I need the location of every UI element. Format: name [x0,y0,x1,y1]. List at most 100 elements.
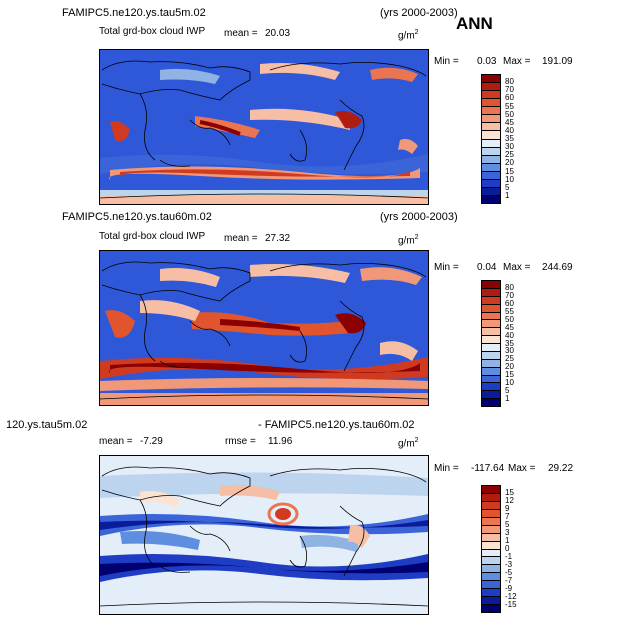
colorbar-swatch [482,501,500,510]
colorbar-tick-label: 5 [505,386,510,396]
colorbar-swatch [482,328,500,337]
colorbar-swatch [482,320,500,329]
colorbar-swatch [482,195,500,203]
colorbar-1 [481,74,501,204]
colorbar-tick-label: 45 [505,117,514,127]
map-panel-1 [99,49,429,205]
colorbar-tick-label: -7 [505,576,513,585]
colorbar-tick-label: 15 [505,488,514,497]
units-label-2: g/m2 [398,234,419,247]
colorbar-swatch [482,486,500,494]
colorbar-swatch [482,163,500,172]
colorbar-tick-label: 1 [505,190,510,200]
colorbar-tick-label: 30 [505,142,514,152]
max-value-1: 191.09 [542,56,573,67]
mean-value-3: -7.29 [140,436,163,447]
colorbar-tick-label: 5 [505,182,510,192]
rmse-label-3: rmse = [225,436,256,447]
colorbar-tick-label: 55 [505,101,514,111]
colorbar-swatch [482,367,500,376]
colorbar-swatch [482,399,500,406]
colorbar-swatch [482,155,500,164]
colorbar-swatch [482,83,500,92]
colorbar-tick-label: 1 [505,536,510,545]
colorbar-swatch [482,91,500,100]
colorbar-tick-label: 3 [505,528,510,537]
colorbar-tick-label: 10 [505,174,514,184]
colorbar-tick-label: 70 [505,290,514,300]
colorbar-swatch [482,581,500,590]
colorbar-swatch [482,525,500,534]
max-value-3: 29.22 [548,463,574,474]
mean-label-2: mean = [224,233,258,244]
colorbar-swatch [482,589,500,598]
case-title-2: FAMIPC5.ne120.ys.tau60m.02 [62,211,212,223]
colorbar-swatch [482,139,500,148]
colorbar-tick-label: 55 [505,306,514,316]
colorbar-tick-label: 60 [505,93,514,103]
colorbar-tick-label: 10 [505,378,514,388]
colorbar-swatch [482,375,500,384]
mean-value-1: 20.03 [265,28,291,39]
rmse-value-3: 11.96 [268,436,293,447]
colorbar-tick-label: 50 [505,314,514,324]
colorbar-tick-label: 60 [505,298,514,308]
colorbar-swatch [482,597,500,606]
colorbar-tick-label: -12 [505,592,517,601]
colorbar-tick-label: 70 [505,85,514,95]
years-label-1: (yrs 2000-2003) [380,7,458,19]
colorbar-swatch [482,171,500,180]
max-value-2: 244.69 [542,262,573,273]
years-label-2: (yrs 2000-2003) [380,211,458,223]
colorbar-tick-label: 35 [505,134,514,143]
colorbar-tick-label: 45 [505,322,514,332]
colorbar-swatch [482,115,500,124]
colorbar-tick-label: 9 [505,504,510,513]
colorbar-swatch [482,533,500,542]
map-panel-3 [99,455,429,615]
colorbar-tick-label: 80 [505,282,514,292]
case-title-1: FAMIPC5.ne120.ys.tau5m.02 [62,7,206,19]
field-label-2: Total grd-box cloud IWP [99,231,206,242]
colorbar-swatch [482,605,500,612]
colorbar-tick-label: 15 [505,370,514,380]
colorbar-tick-label: 25 [505,354,514,364]
colorbar-tick-label: 5 [505,520,510,529]
colorbar-tick-label: 12 [505,496,514,505]
colorbar-swatch [482,493,500,502]
map-panel-2 [99,250,429,406]
colorbar-swatch [482,281,500,289]
min-value-3: -117.64 [471,463,505,474]
colorbar-swatch [482,99,500,108]
colorbar-tick-label: 40 [505,125,514,135]
min-label-1: Min = [434,56,459,67]
units-label-3: g/m2 [398,437,419,450]
mean-label-3: mean = [99,436,133,447]
colorbar-tick-label: -3 [505,560,513,569]
mean-label-1: mean = [224,28,258,39]
colorbar-tick-label: -5 [505,568,513,577]
colorbar-tick-label: 1 [505,394,510,404]
colorbar-tick-label: 7 [505,512,510,521]
colorbar-tick-label: 15 [505,166,514,176]
colorbar-swatch [482,541,500,550]
colorbar-swatch [482,573,500,582]
min-value-1: 0.03 [477,56,497,67]
colorbar-swatch [482,147,500,156]
max-label-3: Max = [508,463,536,474]
max-label-1: Max = [503,56,531,67]
units-label-1: g/m2 [398,29,419,42]
colorbar-swatch [482,296,500,305]
colorbar-swatch [482,304,500,313]
colorbar-swatch [482,351,500,360]
min-label-3: Min = [434,463,459,474]
colorbar-tick-label: 80 [505,77,514,87]
colorbar-swatch [482,549,500,558]
min-label-2: Min = [434,262,459,273]
colorbar-swatch [482,359,500,368]
min-value-2: 0.04 [477,262,497,273]
colorbar-tick-label: 40 [505,330,514,340]
colorbar-swatch [482,509,500,518]
colorbar-2 [481,280,501,407]
